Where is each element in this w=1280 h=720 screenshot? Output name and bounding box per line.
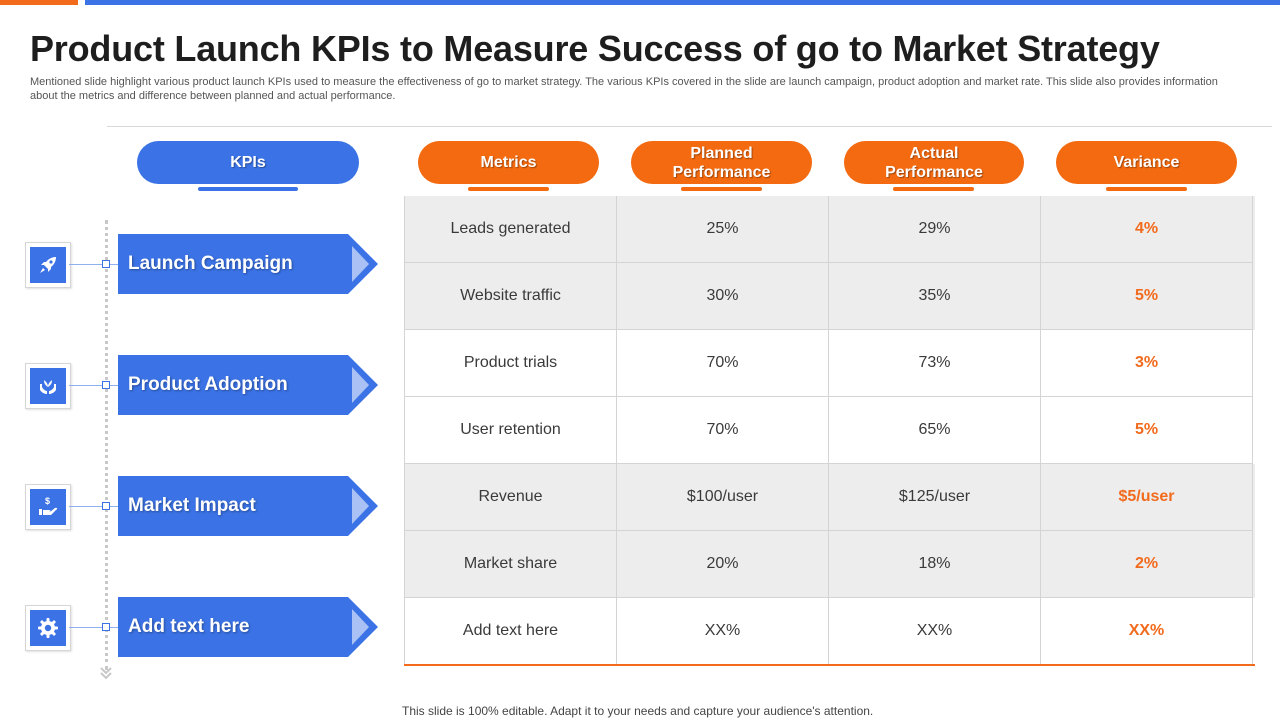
kpi-label: Product Adoption <box>128 374 288 395</box>
planned-header-label: Planned Performance <box>672 144 771 181</box>
top-accent-bar-blue <box>85 0 1280 5</box>
actual-header-label: Actual Performance <box>885 144 983 181</box>
actual-header-pill: Actual Performance <box>844 141 1024 184</box>
kpi-connector-3b <box>110 506 118 507</box>
kpi-icon-box-3: $ <box>25 484 71 530</box>
kpi-banner-launch-campaign: Launch Campaign <box>118 234 378 294</box>
actual-cell: 35% <box>829 263 1041 330</box>
variance-header-pill: Variance <box>1056 141 1237 184</box>
metric-cell: Revenue <box>404 464 617 531</box>
variance-cell: 5% <box>1041 263 1253 330</box>
kpi-connector-2 <box>69 385 104 386</box>
rocket-icon <box>40 257 56 273</box>
kpi-label: Add text here <box>128 616 250 637</box>
kpi-connector-1 <box>69 264 104 265</box>
variance-cell: XX% <box>1041 598 1253 665</box>
table-bottom-rule <box>404 664 1255 666</box>
kpi-icon-box-4 <box>25 605 71 651</box>
actual-header-underline <box>893 187 974 191</box>
table-row: Revenue $100/user $125/user $5/user <box>404 464 1255 531</box>
footer-note: This slide is 100% editable. Adapt it to… <box>402 704 874 718</box>
timeline-line <box>105 220 108 670</box>
actual-cell: 18% <box>829 531 1041 598</box>
metric-cell: Leads generated <box>404 196 617 263</box>
metrics-header-underline <box>468 187 549 191</box>
timeline-node-2 <box>102 381 110 389</box>
variance-cell: $5/user <box>1041 464 1253 531</box>
kpi-icon-box-2 <box>25 363 71 409</box>
planned-header-pill: Planned Performance <box>631 141 812 184</box>
planned-cell: $100/user <box>617 464 829 531</box>
metrics-header-pill: Metrics <box>418 141 599 184</box>
table-row: Leads generated 25% 29% 4% <box>404 196 1255 263</box>
planned-cell: 20% <box>617 531 829 598</box>
table-row: Market share 20% 18% 2% <box>404 531 1255 598</box>
kpi-label: Launch Campaign <box>128 253 293 274</box>
planned-cell: 70% <box>617 330 829 397</box>
timeline-node-3 <box>102 502 110 510</box>
table-row: Add text here XX% XX% XX% <box>404 598 1255 665</box>
metric-cell: Market share <box>404 531 617 598</box>
variance-cell: 2% <box>1041 531 1253 598</box>
actual-cell: 65% <box>829 397 1041 464</box>
banner-arrow-shape <box>118 234 378 294</box>
gear-icon <box>38 618 58 638</box>
planned-header-underline <box>681 187 762 191</box>
kpi-banner-market-impact: Market Impact <box>118 476 378 536</box>
kpis-header-pill: KPIs <box>137 141 359 184</box>
metric-cell: Website traffic <box>404 263 617 330</box>
slide-subtitle: Mentioned slide highlight various produc… <box>30 76 1218 102</box>
kpi-connector-4b <box>110 627 118 628</box>
kpi-connector-4 <box>69 627 104 628</box>
actual-cell: XX% <box>829 598 1041 665</box>
hand-money-icon: $ <box>39 496 58 515</box>
chevron-down-icon <box>100 667 112 680</box>
kpi-connector-3 <box>69 506 104 507</box>
planned-cell: 70% <box>617 397 829 464</box>
kpi-banner-product-adoption: Product Adoption <box>118 355 378 415</box>
variance-header-underline <box>1106 187 1187 191</box>
metric-cell: User retention <box>404 397 617 464</box>
banner-arrow-shape <box>118 355 378 415</box>
variance-cell: 3% <box>1041 330 1253 397</box>
kpi-metrics-table: Leads generated 25% 29% 4% Website traff… <box>404 196 1255 666</box>
frame-line <box>107 126 1272 127</box>
metric-cell: Add text here <box>404 598 617 665</box>
planned-cell: 25% <box>617 196 829 263</box>
kpi-connector-1b <box>110 264 118 265</box>
actual-cell: 29% <box>829 196 1041 263</box>
kpi-icon-box-1 <box>25 242 71 288</box>
top-accent-bar-orange <box>0 0 78 5</box>
metric-cell: Product trials <box>404 330 617 397</box>
svg-text:$: $ <box>45 496 50 506</box>
slide-title: Product Launch KPIs to Measure Success o… <box>30 28 1160 69</box>
table-row: User retention 70% 65% 5% <box>404 397 1255 464</box>
timeline-node-4 <box>102 623 110 631</box>
table-row: Product trials 70% 73% 3% <box>404 330 1255 397</box>
timeline-node-1 <box>102 260 110 268</box>
variance-cell: 5% <box>1041 397 1253 464</box>
banner-arrow-shape <box>118 597 378 657</box>
planned-cell: 30% <box>617 263 829 330</box>
kpis-header-underline <box>198 187 298 191</box>
hands-plant-icon <box>40 380 56 394</box>
planned-cell: XX% <box>617 598 829 665</box>
kpi-banner-add-text: Add text here <box>118 597 378 657</box>
banner-arrow-shape <box>118 476 378 536</box>
variance-cell: 4% <box>1041 196 1253 263</box>
actual-cell: $125/user <box>829 464 1041 531</box>
actual-cell: 73% <box>829 330 1041 397</box>
kpi-label: Market Impact <box>128 495 256 516</box>
kpi-connector-2b <box>110 385 118 386</box>
table-row: Website traffic 30% 35% 5% <box>404 263 1255 330</box>
